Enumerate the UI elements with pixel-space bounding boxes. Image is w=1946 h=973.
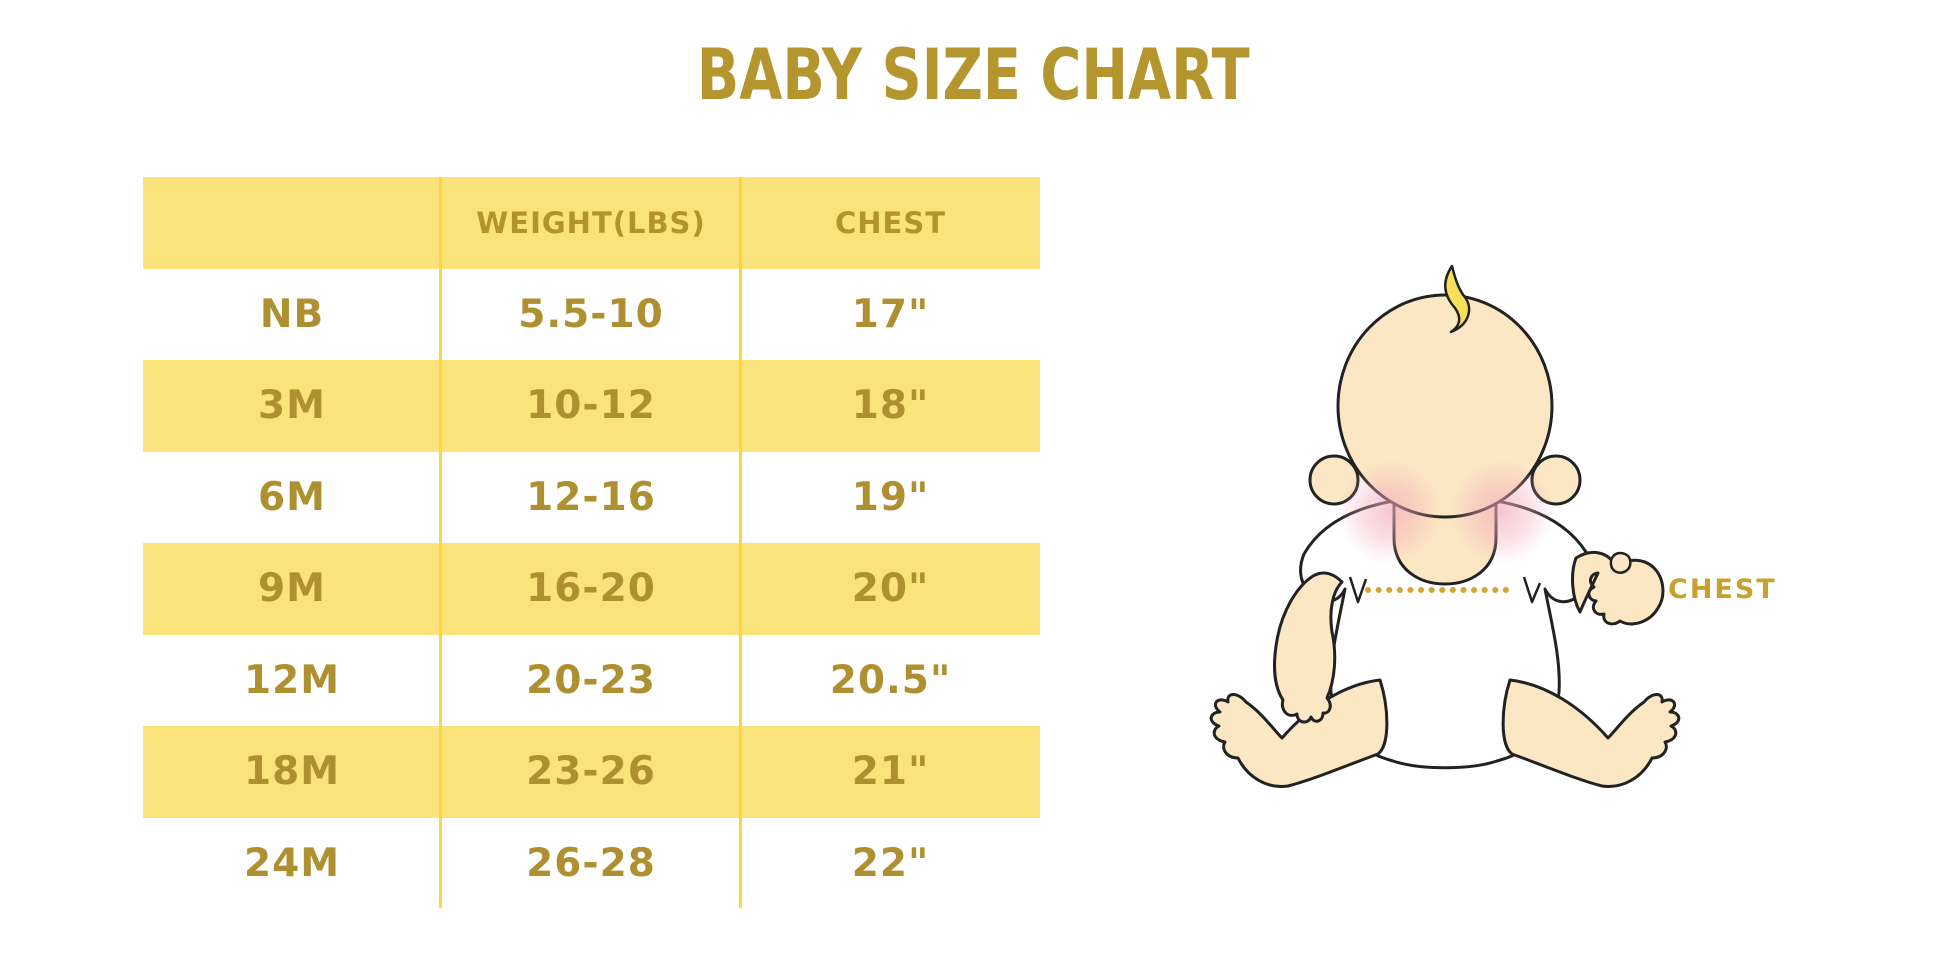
chest-callout-label: CHEST [1668, 574, 1777, 605]
weight-cell: 16-20 [526, 566, 656, 612]
weight-cell: 26-28 [526, 840, 656, 886]
size-cell: 9M [258, 566, 326, 612]
header-size [143, 177, 441, 269]
header-chest: CHEST [834, 205, 947, 240]
size-cell: NB [259, 291, 325, 337]
table-row: 12M 20-23 20.5" [143, 635, 1040, 727]
baby-arm-right [1571, 550, 1665, 626]
chest-cell: 17" [851, 291, 930, 337]
weight-cell: 5.5-10 [518, 291, 664, 337]
baby-leg-left [1209, 678, 1389, 788]
table-header-row: WEIGHT(LBS) CHEST [143, 177, 1040, 269]
baby-arm-left [1273, 571, 1344, 724]
table-row: 18M 23-26 21" [143, 726, 1040, 818]
size-cell: 6M [258, 474, 326, 520]
table-row: 3M 10-12 18" [143, 360, 1040, 452]
baby-fist-thumb [1609, 551, 1632, 574]
weight-cell: 20-23 [526, 657, 656, 703]
chest-cell: 20" [851, 566, 930, 612]
column-divider [439, 177, 442, 908]
weight-cell: 23-26 [526, 749, 656, 795]
baby-illustration [1180, 240, 1780, 860]
chest-cell: 22" [851, 840, 930, 886]
chest-cell: 19" [851, 474, 930, 520]
table-row: NB 5.5-10 17" [143, 269, 1040, 361]
size-cell: 24M [243, 840, 341, 886]
table-row: 6M 12-16 19" [143, 452, 1040, 544]
chest-cell: 21" [851, 749, 930, 795]
table-row: 9M 16-20 20" [143, 543, 1040, 635]
chest-cell: 18" [851, 383, 930, 429]
weight-cell: 12-16 [526, 474, 656, 520]
table-row: 24M 26-28 22" [143, 818, 1040, 910]
chest-cell: 20.5" [829, 657, 952, 703]
column-divider [739, 177, 742, 908]
size-cell: 3M [258, 383, 326, 429]
baby-blush-right [1450, 460, 1554, 564]
header-weight: WEIGHT(LBS) [476, 205, 706, 240]
sitting-baby-graphic [1209, 264, 1681, 788]
armpit-seam-left [1348, 576, 1368, 604]
size-cell: 12M [243, 657, 341, 703]
armpit-seam-right [1522, 576, 1542, 604]
baby-leg-right [1501, 678, 1681, 788]
size-cell: 18M [243, 749, 341, 795]
baby-blush-left [1338, 460, 1442, 564]
size-chart-table: WEIGHT(LBS) CHEST NB 5.5-10 17" 3M 10-12… [143, 177, 1040, 909]
page-title: BABY SIZE CHART [696, 34, 1250, 117]
weight-cell: 10-12 [526, 383, 656, 429]
baby-hair-tuft [1444, 264, 1471, 334]
